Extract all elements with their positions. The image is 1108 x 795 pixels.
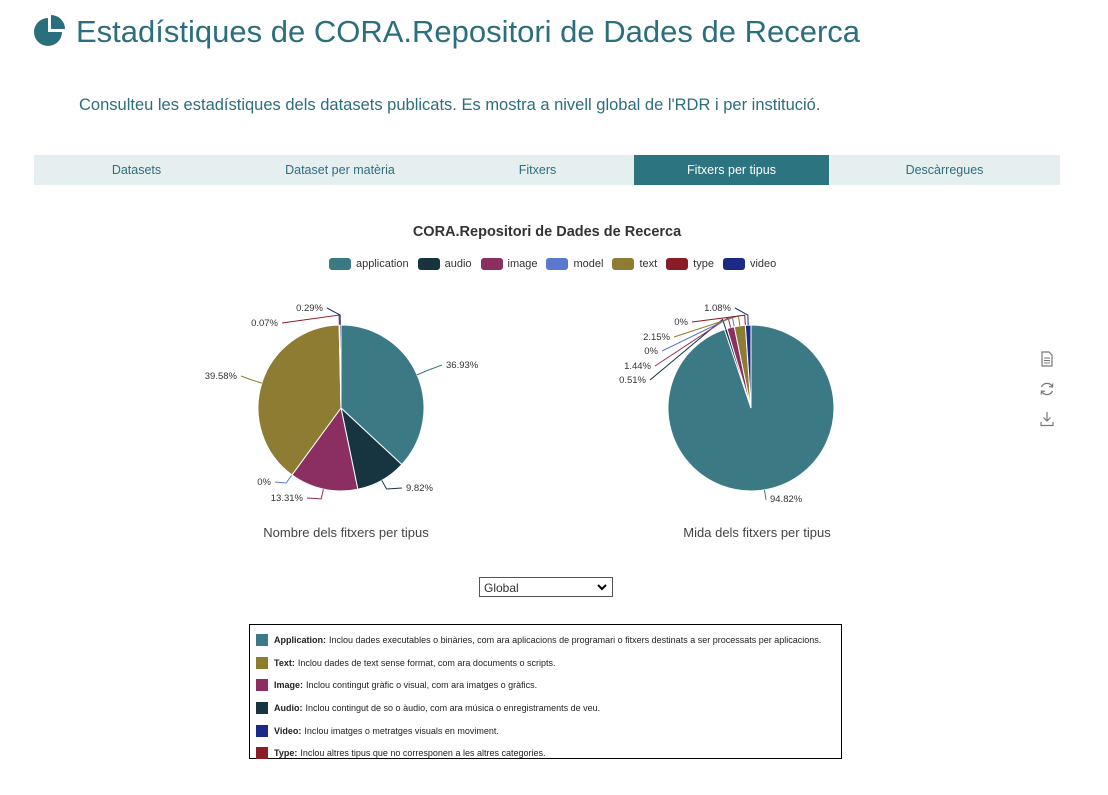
slice-label-audio: 0.51% xyxy=(619,375,646,386)
description-row-type: Type: Inclou altres tipus que no corresp… xyxy=(250,742,841,765)
slice-label-model: 0% xyxy=(257,477,271,488)
description-label: Audio: xyxy=(274,703,303,714)
legend-label: image xyxy=(507,258,538,270)
description-text: Inclou dades executables o binàries, com… xyxy=(329,635,822,646)
data-view-icon[interactable] xyxy=(1038,350,1056,368)
type-descriptions-box: Application: Inclou dades executables o … xyxy=(249,624,842,760)
color-swatch xyxy=(256,679,268,692)
legend-label: type xyxy=(693,258,714,270)
description-text: Inclou contingut gràfic o visual, com ar… xyxy=(306,680,538,691)
legend-swatch xyxy=(612,258,635,270)
description-text: Inclou imatges o metratges visuals en mo… xyxy=(304,725,499,736)
tab-dataset-per-materia[interactable]: Dataset per matèria xyxy=(285,163,395,177)
chart-title: CORA.Repositori de Dades de Recerca xyxy=(412,224,682,240)
color-swatch xyxy=(256,634,268,647)
legend-label: model xyxy=(573,258,604,270)
slice-leader-line xyxy=(306,489,324,500)
slice-label-image: 1.44% xyxy=(624,361,651,372)
slice-leader-line xyxy=(654,317,732,367)
legend-swatch xyxy=(546,258,569,270)
color-swatch xyxy=(256,656,268,669)
slice-leader-line xyxy=(649,318,727,381)
tab-fitxers-per-tipus[interactable]: Fitxers per tipus xyxy=(634,155,829,185)
tab-datasets[interactable]: Datasets xyxy=(111,163,162,177)
legend-label: text xyxy=(639,258,658,270)
description-label: Type: xyxy=(274,748,298,759)
legend-label: audio xyxy=(444,258,472,270)
legend-item-application[interactable]: application xyxy=(329,258,409,270)
pie-subtitle: Nombre dels fitxers per tipus xyxy=(263,525,429,540)
legend-item-type[interactable]: type xyxy=(666,258,714,270)
slice-leader-line xyxy=(691,314,746,326)
slice-label-type: 0.07% xyxy=(251,318,278,329)
chart-legend: application audio image model text type … xyxy=(329,258,785,270)
slice-leader-line xyxy=(240,375,262,384)
color-swatch xyxy=(256,724,268,737)
slice-label-text: 39.58% xyxy=(205,371,238,382)
tab-fitxers[interactable]: Fitxers xyxy=(518,163,557,177)
tab-bar: Datasets Dataset per matèria Fitxers Fit… xyxy=(34,155,1060,185)
legend-label: video xyxy=(749,258,777,270)
legend-item-image[interactable]: image xyxy=(480,258,538,270)
slice-leader-line xyxy=(763,489,767,500)
description-label: Video: xyxy=(274,725,302,736)
color-swatch xyxy=(256,747,268,760)
pie-slice-video[interactable] xyxy=(338,324,342,409)
slice-leader-line xyxy=(281,314,340,326)
slice-label-application: 94.82% xyxy=(770,494,803,505)
tab-descarregues[interactable]: Descàrregues xyxy=(905,163,984,177)
color-swatch xyxy=(256,702,268,715)
description-label: Text: xyxy=(274,657,295,668)
page-subtitle: Consulteu les estadístiques dels dataset… xyxy=(79,96,821,114)
slice-label-text: 2.15% xyxy=(643,332,670,343)
chevron-down-icon xyxy=(597,584,607,591)
pie-slice-image[interactable] xyxy=(291,406,359,492)
slice-label-image: 13.31% xyxy=(271,493,304,504)
slice-label-video: 1.08% xyxy=(704,303,731,314)
legend-swatch xyxy=(417,258,440,270)
legend-label: application xyxy=(356,258,409,270)
description-label: Image: xyxy=(274,680,304,691)
pie-subtitle: Mida dels fitxers per tipus xyxy=(683,525,831,540)
legend-item-text[interactable]: text xyxy=(612,258,657,270)
slice-leader-line xyxy=(381,480,403,490)
restore-icon[interactable] xyxy=(1038,380,1056,398)
legend-swatch xyxy=(329,258,351,270)
slice-label-type: 0% xyxy=(674,317,688,328)
legend-swatch xyxy=(722,258,745,270)
description-text: Inclou dades de text sense format, com a… xyxy=(297,657,556,668)
description-row-video: Video: Inclou imatges o metratges visual… xyxy=(250,719,841,742)
slice-leader-line xyxy=(734,307,749,326)
page-title: Estadístiques de CORA.Repositori de Dade… xyxy=(76,14,861,49)
select-value: Global xyxy=(484,581,519,595)
slice-label-application: 36.93% xyxy=(446,360,479,371)
chart-toolbox xyxy=(1038,350,1056,440)
slice-leader-line xyxy=(326,307,341,326)
legend-item-audio[interactable]: audio xyxy=(417,258,472,270)
legend-item-model[interactable]: model xyxy=(546,258,603,270)
description-row-application: Application: Inclou dades executables o … xyxy=(250,629,841,652)
page-header: Estadístiques de CORA.Repositori de Dade… xyxy=(32,14,860,50)
slice-label-video: 0.29% xyxy=(296,303,323,314)
description-text: Inclou altres tipus que no corresponen a… xyxy=(300,748,546,759)
description-label: Application: xyxy=(274,635,326,646)
legend-item-video[interactable]: video xyxy=(722,258,777,270)
slice-label-audio: 9.82% xyxy=(406,483,433,494)
pie-chart-icon xyxy=(34,15,65,46)
institution-select[interactable]: Global xyxy=(479,577,613,597)
slice-leader-line xyxy=(416,364,443,376)
pie-charts: 36.93%9.82%13.31%0%39.58%0.07%0.29%Nombr… xyxy=(205,303,835,540)
description-row-text: Text: Inclou dades de text sense format,… xyxy=(250,652,841,675)
description-row-audio: Audio: Inclou contingut de so o àudio, c… xyxy=(250,697,841,720)
save-image-icon[interactable] xyxy=(1038,410,1056,428)
description-row-image: Image: Inclou contingut gràfic o visual,… xyxy=(250,674,841,697)
slice-leader-line xyxy=(274,474,293,484)
slice-label-model: 0% xyxy=(644,346,658,357)
legend-swatch xyxy=(480,258,503,270)
legend-swatch xyxy=(666,258,689,270)
description-text: Inclou contingut de so o àudio, com ara … xyxy=(305,703,601,714)
